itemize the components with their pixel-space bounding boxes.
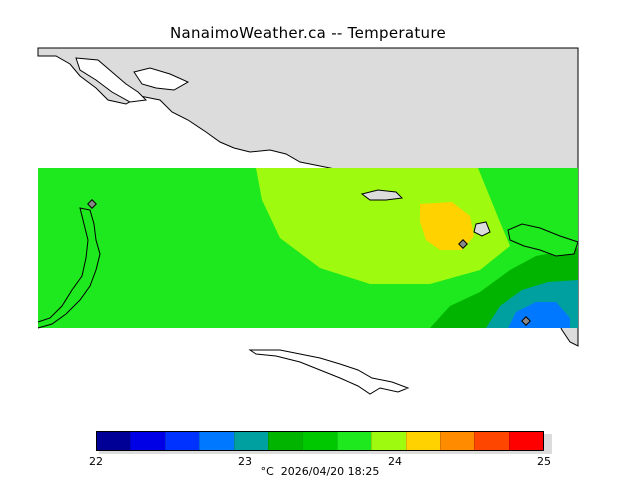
temperature-field xyxy=(38,168,578,328)
color-scale-segment xyxy=(97,432,131,450)
color-scale-segment xyxy=(233,432,268,450)
island-east-3 xyxy=(473,221,491,237)
scale-tick-label: 23 xyxy=(238,455,252,468)
colorbar-shadow xyxy=(99,451,552,454)
scale-tick-label: 24 xyxy=(388,455,402,468)
island-north-1 xyxy=(75,57,148,103)
island-north-2 xyxy=(133,67,190,91)
scale-tick-label: 22 xyxy=(89,455,103,468)
station-marker xyxy=(458,239,468,249)
color-scale-segment xyxy=(508,432,544,450)
color-scale-segment xyxy=(130,432,165,450)
field-hot-zone xyxy=(420,202,474,250)
field-warm-zone xyxy=(256,168,510,284)
scale-tick-label: 25 xyxy=(537,455,551,468)
legend-footer: °C 2026/04/20 18:25 xyxy=(0,465,640,478)
island-south xyxy=(248,349,410,395)
station-marker xyxy=(521,316,531,326)
colorbar-shadow xyxy=(544,434,552,453)
color-scale-segment xyxy=(474,432,509,450)
map-title: NanaimoWeather.ca -- Temperature xyxy=(169,24,447,42)
station-marker xyxy=(87,199,97,209)
color-scale-segment xyxy=(164,432,200,450)
island-east-2 xyxy=(507,223,579,257)
timestamp: 2026/04/20 18:25 xyxy=(280,465,380,478)
color-scale-segment xyxy=(199,432,234,450)
color-scale-segment xyxy=(405,432,440,450)
unit-label: °C xyxy=(260,465,274,478)
color-scale-bar xyxy=(96,431,544,451)
color-scale-segment xyxy=(267,432,303,450)
color-scale-segment xyxy=(336,432,372,450)
island-east-1 xyxy=(360,189,404,201)
color-scale-segment xyxy=(439,432,475,450)
color-scale-segment xyxy=(371,432,406,450)
west-coast-line xyxy=(37,207,101,329)
color-scale-segment xyxy=(302,432,337,450)
